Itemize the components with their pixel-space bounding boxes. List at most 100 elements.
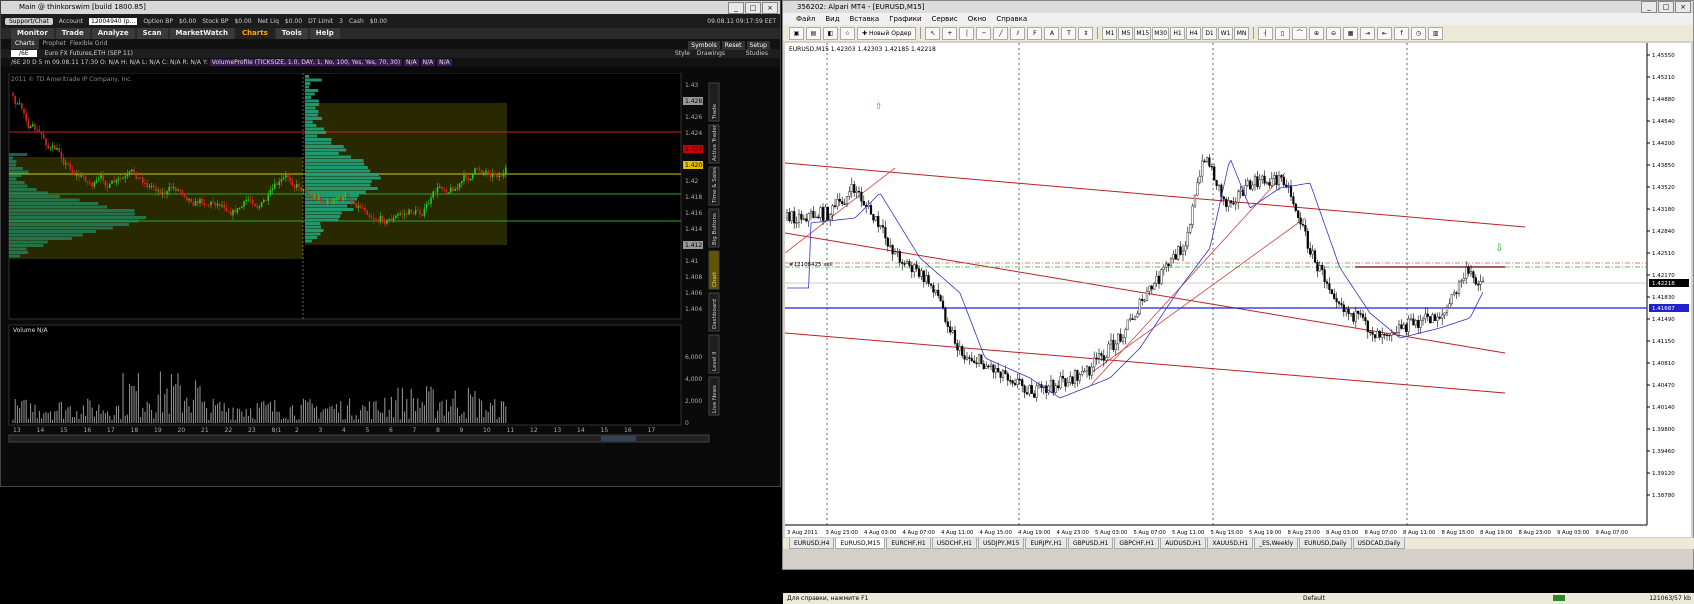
style-button[interactable]: Style	[674, 50, 690, 57]
profile-bar	[305, 173, 380, 176]
setup-button[interactable]: Setup	[746, 41, 770, 50]
tab-help[interactable]: Help	[309, 28, 340, 39]
chart-tab[interactable]: EURJPY,H1	[1025, 538, 1067, 549]
time-axis-label: 14	[577, 427, 585, 434]
minimize-button[interactable]: _	[728, 2, 744, 14]
market-watch-icon[interactable]: ◧	[823, 26, 838, 40]
timeframe-m5[interactable]: M5	[1118, 26, 1134, 40]
subtab-charts[interactable]: Charts	[11, 39, 39, 49]
chart-tab[interactable]: GBPCHF,H1	[1114, 538, 1160, 549]
zoom-out-icon[interactable]: ⊖	[1326, 26, 1342, 40]
candle-body	[223, 205, 225, 208]
menu-item-5[interactable]: Окно	[967, 15, 987, 23]
up-trendline	[785, 167, 896, 254]
studies-button[interactable]: Studies	[745, 50, 768, 57]
crosshair-icon[interactable]: +	[942, 26, 958, 40]
candle-body	[903, 263, 906, 265]
timeframe-d1[interactable]: D1	[1202, 26, 1218, 40]
support-chat-button[interactable]: Support/Chat	[5, 17, 53, 25]
chart-tab[interactable]: USDCAD,Daily	[1352, 538, 1406, 549]
symbol-input[interactable]: /6E	[11, 50, 37, 57]
candle-body	[267, 194, 269, 201]
tile-icon[interactable]: ▦	[1343, 26, 1359, 40]
account-selector[interactable]: 12004940 (p...	[89, 17, 138, 25]
channel-icon[interactable]: ⫽	[1010, 26, 1026, 40]
menu-item-2[interactable]: Вставка	[849, 15, 880, 23]
symbols-button[interactable]: Symbols	[688, 41, 720, 50]
chart-tab[interactable]: USDJPY,M15	[977, 538, 1025, 549]
candle-chart-icon[interactable]: ▯	[1275, 26, 1291, 40]
candle-body	[968, 357, 971, 359]
chart-tab[interactable]: EURUSD,M15	[835, 538, 886, 549]
navigator-icon[interactable]: ☆	[840, 26, 855, 40]
tab-tools[interactable]: Tools	[275, 28, 308, 39]
label-icon[interactable]: T	[1061, 26, 1077, 40]
new-order-button[interactable]: ✚ Новый Ордер	[857, 26, 917, 40]
autoscroll-icon[interactable]: ⇥	[1360, 26, 1376, 40]
chart-shift-icon[interactable]: ⇤	[1377, 26, 1393, 40]
periods-icon[interactable]: ◷	[1411, 26, 1427, 40]
tab-analyze[interactable]: Analyze	[91, 28, 135, 39]
menu-item-4[interactable]: Сервис	[931, 15, 958, 23]
chart-tab[interactable]: GBPUSD,H1	[1067, 538, 1114, 549]
price-chart[interactable]: 1.43 1.4283 1.426 1.424 1.4241 1.4201 1.42 1.41…	[1, 73, 782, 487]
chart-tab[interactable]: EURCHF,H1	[886, 538, 931, 549]
chart-tab[interactable]: XAUUSD,H1	[1207, 538, 1254, 549]
menu-item-6[interactable]: Справка	[996, 15, 1028, 23]
bar-chart-icon[interactable]: ┤	[1258, 26, 1274, 40]
profile-name: Default	[1303, 595, 1325, 602]
zoom-in-icon[interactable]: ⊕	[1309, 26, 1325, 40]
text-icon[interactable]: A	[1044, 26, 1060, 40]
chart-tab[interactable]: USDCHF,H1	[931, 538, 977, 549]
new-chart-icon[interactable]: ▣	[789, 26, 804, 40]
mt4-close-button[interactable]: ×	[1675, 1, 1691, 13]
chart-tab[interactable]: AUDUSD,H1	[1160, 538, 1207, 549]
time-axis-label: 15	[60, 427, 68, 434]
indicators-icon[interactable]: f	[1394, 26, 1410, 40]
tos-title-bar[interactable]: Main @ thinkorswim [build 1800.85] _ □ ×	[1, 1, 780, 14]
timeframe-m30[interactable]: M30	[1152, 26, 1170, 40]
horizontal-line-icon[interactable]: ─	[976, 26, 992, 40]
timeframe-m1[interactable]: M1	[1102, 26, 1118, 40]
menu-item-1[interactable]: Вид	[825, 15, 840, 23]
candle-body	[309, 196, 311, 198]
chart-tab[interactable]: _ES,Weekly	[1254, 538, 1299, 549]
close-button[interactable]: ×	[762, 2, 778, 14]
subtab-flexible-grid[interactable]: Flexible Grid	[69, 40, 108, 47]
tab-monitor[interactable]: Monitor	[11, 28, 54, 39]
tab-trade[interactable]: Trade	[55, 28, 90, 39]
cursor-icon[interactable]: ↖	[925, 26, 941, 40]
templates-icon[interactable]: ▥	[1428, 26, 1444, 40]
timeframe-m15[interactable]: M15	[1134, 26, 1152, 40]
mt4-minimize-button[interactable]: _	[1641, 1, 1657, 13]
timeframe-h1[interactable]: H1	[1170, 26, 1186, 40]
timeframe-mn[interactable]: MN	[1234, 26, 1250, 40]
profiles-icon[interactable]: ▤	[806, 26, 821, 40]
drawings-button[interactable]: Drawings	[696, 50, 725, 57]
chart-tab[interactable]: EURUSD,H4	[789, 538, 835, 549]
tab-marketwatch[interactable]: MarketWatch	[169, 28, 234, 39]
toolbar-separator	[1253, 27, 1255, 39]
candle-body	[992, 364, 995, 373]
maximize-button[interactable]: □	[745, 2, 761, 14]
eurusd-chart[interactable]: EURUSD,M15 1.42303 1.42303 1.42185 1.422…	[785, 43, 1691, 537]
candle-body	[886, 237, 889, 247]
arrows-icon[interactable]: ⇕	[1078, 26, 1094, 40]
candle-body	[188, 198, 190, 201]
line-chart-icon[interactable]: ⌒	[1292, 26, 1308, 40]
timeframe-h4[interactable]: H4	[1186, 26, 1202, 40]
timeframe-w1[interactable]: W1	[1218, 26, 1234, 40]
mt4-maximize-button[interactable]: □	[1658, 1, 1674, 13]
fibonacci-icon[interactable]: F	[1027, 26, 1043, 40]
menu-item-3[interactable]: Графики	[889, 15, 922, 23]
tab-scan[interactable]: Scan	[136, 28, 168, 39]
mt4-title-bar[interactable]: 356202: Alpari MT4 - [EURUSD,M15] _ □ ×	[783, 1, 1693, 13]
menu-item-0[interactable]: Файл	[796, 15, 816, 23]
subtab-prophet[interactable]: Prophet	[42, 40, 66, 47]
chart-tab[interactable]: EURUSD,Daily	[1299, 538, 1352, 549]
trendline-icon[interactable]: ╱	[993, 26, 1009, 40]
side-tab	[708, 166, 720, 206]
vertical-line-icon[interactable]: │	[959, 26, 975, 40]
reset-button[interactable]: Reset	[721, 41, 745, 50]
tab-charts[interactable]: Charts	[235, 28, 274, 39]
